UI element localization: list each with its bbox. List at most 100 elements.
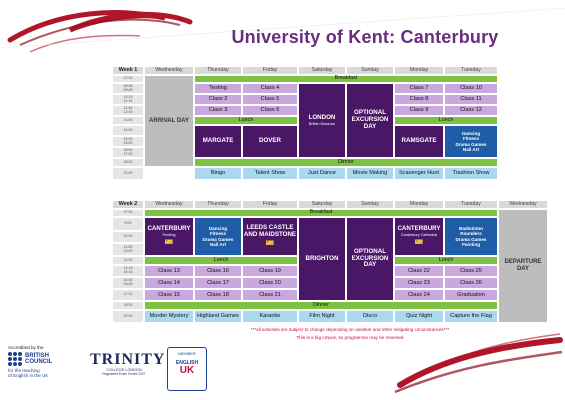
class-cell: Class 25 <box>444 265 498 277</box>
time-slot: 17:10 <box>112 289 144 301</box>
time-slot: 08:45 09:45 <box>112 83 144 94</box>
class-cell: Class 2 <box>194 94 242 105</box>
breakfast-bar: Breakfast <box>194 75 498 83</box>
time-slot: 11:45 12:45 <box>112 105 144 116</box>
time-slot: 10:15 11:15 <box>112 94 144 105</box>
trinity-sub2: Registered Exam Centre 2207 <box>102 372 146 376</box>
time-slot: 14:15 15:15 <box>112 265 144 277</box>
day-header: Monday <box>394 200 444 209</box>
trip-subtitle: Punting <box>162 232 176 237</box>
evening-activity: Quiz Night <box>394 310 444 323</box>
evening-activity: Disco <box>346 310 394 323</box>
optional-excursion: OPTIONAL EXCURSION DAY <box>346 83 394 158</box>
class-cell: Class 9 <box>394 105 444 116</box>
class-cell: Class 23 <box>394 277 444 289</box>
class-cell: Class 18 <box>194 289 242 301</box>
trip-london: LONDON British Museum <box>298 83 346 158</box>
class-cell: Class 26 <box>444 277 498 289</box>
day-header: Saturday <box>298 200 346 209</box>
time-slot: 07:30 <box>112 209 144 217</box>
breakfast-bar: Breakfast <box>144 209 498 217</box>
time-slot: 15:30 16:30 <box>112 277 144 289</box>
activities-cell: Badminton Rounders Drama Games Painting <box>444 217 498 256</box>
trip-subtitle: Canterbury Cathedral <box>400 232 438 237</box>
day-header: Tuesday <box>444 200 498 209</box>
time-slot: 18:30 <box>112 158 144 167</box>
class-cell: Class 7 <box>394 83 444 94</box>
time-slot: 13:00 <box>112 116 144 125</box>
class-cell: Class 14 <box>144 277 194 289</box>
day-header: Monday <box>394 66 444 75</box>
lunch-bar: Lunch <box>144 256 298 265</box>
activities-cell: Dancing Fitness Drama Games Nail Art <box>444 125 498 158</box>
trip-title: LONDON <box>308 114 336 121</box>
trinity-logo: TRINITY COLLEGE LONDON Registered Exam C… <box>90 351 166 377</box>
trinity-name: TRINITY <box>90 351 166 368</box>
class-cell: Testing <box>194 83 242 94</box>
british-council-logo: Accredited by the BRITISH COUNCIL for th… <box>8 345 88 378</box>
time-slot: 15:00 16:00 <box>112 136 144 147</box>
class-cell: Graduation <box>444 289 498 301</box>
evening-activity: Murder Mystery <box>144 310 194 323</box>
class-cell: Class 8 <box>394 94 444 105</box>
evening-activity: Movie Making <box>346 167 394 180</box>
ticket-icon: 🎫 <box>265 240 275 248</box>
day-header: Wednesday <box>498 200 548 209</box>
evening-activity: Trashion Show <box>444 167 498 180</box>
eu-member: MEMBER <box>178 351 196 356</box>
evening-activity: Scavenger Hunt <box>394 167 444 180</box>
class-cell: Class 21 <box>242 289 298 301</box>
brush-stroke-top <box>0 7 565 53</box>
activities-cell: Dancing Fitness Drama Games Nail Art <box>194 217 242 256</box>
ticket-icon: 🎫 <box>164 239 174 247</box>
eu-english: ENGLISH <box>175 360 199 366</box>
class-cell: Class 13 <box>144 265 194 277</box>
class-cell: Class 5 <box>242 94 298 105</box>
week2-timetable: Week 2 Wednesday Thursday Friday Saturda… <box>112 200 548 328</box>
trip-title: CANTERBURY <box>147 225 191 233</box>
class-cell: Class 16 <box>194 265 242 277</box>
evening-activity: Talent Show <box>242 167 298 180</box>
class-cell: Class 20 <box>242 277 298 289</box>
trip-title: CANTERBURY <box>397 225 441 233</box>
week1-timetable: Week 1 Wednesday Thursday Friday Saturda… <box>112 66 498 193</box>
bc-caption: for the teaching of English in the UK <box>8 368 49 378</box>
day-header: Sunday <box>346 66 394 75</box>
evening-activity: Film Night <box>298 310 346 323</box>
disclaimer-note: ***all activities are subject to change … <box>250 327 450 332</box>
dinner-bar: Dinner <box>194 158 498 167</box>
time-slot: 16:00 17:00 <box>112 147 144 158</box>
time-slot: 10:00 <box>112 231 144 243</box>
trip-brighton: BRIGHTON <box>298 217 346 301</box>
day-header: Wednesday <box>144 66 194 75</box>
week1-label: Week 1 <box>112 66 144 75</box>
day-header: Sunday <box>346 200 394 209</box>
dinner-bar: Dinner <box>144 301 498 310</box>
class-cell: Class 12 <box>444 105 498 116</box>
day-header: Saturday <box>298 66 346 75</box>
class-cell: Class 15 <box>144 289 194 301</box>
trip-title: LEEDS CASTLE AND MAIDSTONE <box>243 223 297 238</box>
day-header: Wednesday <box>144 200 194 209</box>
trip-ramsgate: RAMSGATE <box>394 125 444 158</box>
time-slot: 14:00 <box>112 125 144 136</box>
time-slot: 07:30 <box>112 75 144 83</box>
trip-canterbury-cathedral: CANTERBURY Canterbury Cathedral 🎫 <box>394 217 444 256</box>
evening-activity: Bingo <box>194 167 242 180</box>
lunch-bar: Lunch <box>394 256 498 265</box>
time-slot: 20:00 <box>112 167 144 180</box>
bc-dots-icon <box>8 352 22 366</box>
lunch-bar: Lunch <box>194 116 298 125</box>
class-cell: Class 19 <box>242 265 298 277</box>
evening-activity: Capture the Flag <box>444 310 498 323</box>
lunch-bar: Lunch <box>394 116 498 125</box>
day-header: Friday <box>242 66 298 75</box>
time-slot: 11:00 12:00 <box>112 243 144 256</box>
week2-label: Week 2 <box>112 200 144 209</box>
evening-activity: Karaoke <box>242 310 298 323</box>
page-title: University of Kent: Canterbury <box>231 27 499 47</box>
class-cell: Class 22 <box>394 265 444 277</box>
departure-day: DEPARTURE DAY <box>498 209 548 323</box>
trip-subtitle: British Museum <box>308 121 336 126</box>
day-header: Tuesday <box>444 66 498 75</box>
